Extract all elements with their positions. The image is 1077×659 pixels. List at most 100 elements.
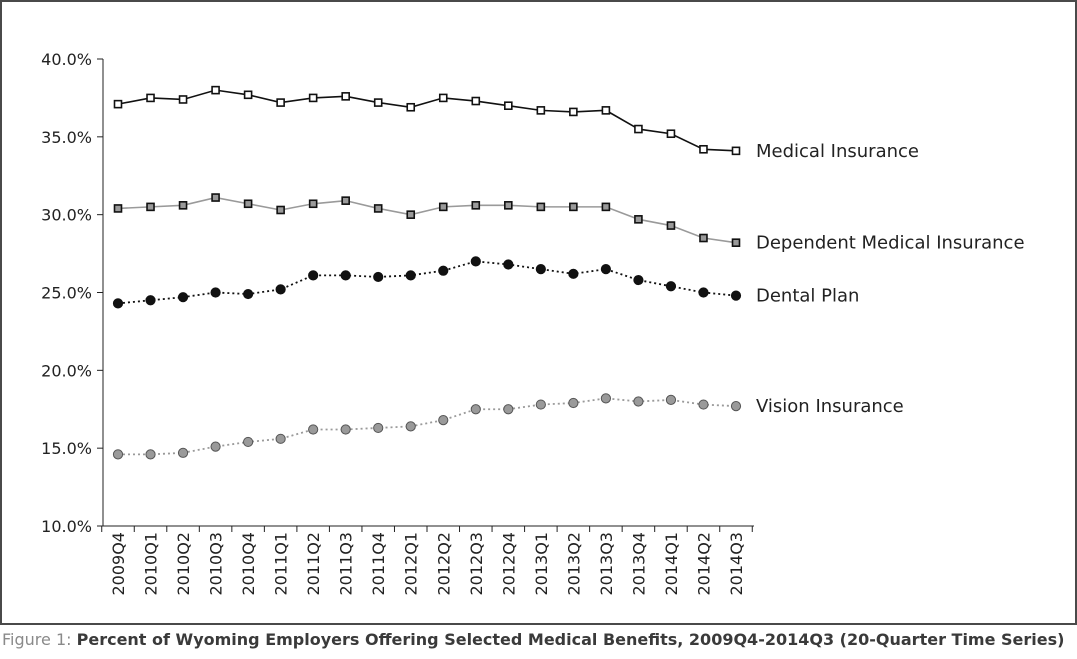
figure-title: Percent of Wyoming Employers Offering Se… bbox=[76, 630, 1065, 649]
data-point bbox=[211, 85, 220, 95]
series-label: Vision Insurance bbox=[756, 396, 904, 417]
data-point bbox=[210, 287, 221, 298]
data-point bbox=[731, 146, 741, 156]
x-tick-label: 2012Q1 bbox=[402, 532, 421, 596]
data-point bbox=[146, 202, 155, 212]
data-point bbox=[275, 284, 286, 295]
x-tick-label: 2010Q3 bbox=[207, 532, 226, 596]
data-point bbox=[504, 201, 513, 210]
data-point bbox=[699, 144, 708, 154]
y-axis-ticks: 10.0% 15.0% 20.0% 25.0% 30.0% 35.0% 40.0% bbox=[41, 50, 103, 536]
series-line bbox=[117, 260, 737, 305]
data-point bbox=[146, 93, 155, 103]
data-point bbox=[698, 399, 709, 410]
data-point bbox=[308, 93, 318, 103]
x-tick-label: 2010Q1 bbox=[142, 532, 161, 596]
data-point bbox=[536, 106, 546, 115]
data-point bbox=[341, 92, 350, 101]
data-point bbox=[699, 233, 708, 243]
data-point bbox=[145, 449, 156, 460]
line-chart: 10.0% 15.0% 20.0% 25.0% 30.0% 35.0% 40.0% 2009… bbox=[41, 50, 1025, 596]
x-tick-label: 2011Q4 bbox=[369, 532, 388, 596]
series-label: Dental Plan bbox=[756, 286, 859, 307]
data-point bbox=[634, 124, 643, 134]
series-1 bbox=[113, 193, 741, 247]
y-tick-label: 20.0% bbox=[41, 361, 92, 380]
data-point bbox=[568, 397, 579, 409]
x-tick-label: 2012Q2 bbox=[434, 532, 453, 596]
x-tick-label: 2011Q1 bbox=[272, 532, 291, 596]
data-point bbox=[665, 394, 677, 406]
x-tick-label: 2013Q1 bbox=[532, 532, 551, 596]
x-tick-label: 2013Q4 bbox=[629, 532, 648, 596]
data-point bbox=[373, 271, 384, 283]
data-point bbox=[308, 270, 319, 281]
y-tick-label: 30.0% bbox=[41, 206, 92, 225]
data-point bbox=[373, 204, 383, 213]
data-point bbox=[633, 396, 644, 407]
data-point bbox=[536, 202, 546, 212]
data-point bbox=[308, 424, 319, 435]
data-point bbox=[666, 221, 676, 230]
x-tick-label: 2013Q3 bbox=[597, 532, 616, 596]
data-point bbox=[210, 441, 221, 452]
data-point bbox=[373, 98, 383, 107]
chart-frame: 10.0% 15.0% 20.0% 25.0% 30.0% 35.0% 40.0% 2009… bbox=[0, 0, 1077, 625]
data-point bbox=[308, 199, 318, 209]
x-tick-label: 2012Q3 bbox=[467, 532, 486, 596]
data-point bbox=[243, 90, 253, 100]
data-point bbox=[211, 193, 220, 202]
data-point bbox=[601, 202, 611, 212]
x-tick-label: 2014Q2 bbox=[694, 532, 713, 596]
data-point bbox=[112, 298, 124, 309]
x-axis-ticks: 2009Q4 2010Q1 2010Q2 2010Q3 2010Q4 2011Q1 2011… bbox=[101, 526, 753, 596]
data-point bbox=[666, 129, 676, 139]
y-tick-label: 40.0% bbox=[41, 50, 92, 69]
data-point bbox=[178, 201, 188, 210]
data-point bbox=[470, 404, 481, 415]
figure-caption: Figure 1: Percent of Wyoming Employers O… bbox=[2, 626, 1075, 654]
series-line bbox=[117, 89, 737, 152]
y-tick-label: 25.0% bbox=[41, 284, 92, 303]
x-tick-label: 2009Q4 bbox=[109, 532, 128, 596]
data-point bbox=[177, 292, 189, 303]
data-point bbox=[243, 436, 254, 448]
series-labels: Medical Insurance Dependent Medical Insur… bbox=[756, 141, 1025, 417]
data-point bbox=[243, 288, 254, 300]
data-point bbox=[503, 404, 514, 415]
data-point bbox=[503, 259, 514, 270]
data-point bbox=[471, 201, 481, 210]
data-point bbox=[569, 107, 578, 117]
data-point bbox=[113, 204, 123, 213]
x-tick-label: 2013Q2 bbox=[564, 532, 583, 596]
y-tick-label: 35.0% bbox=[41, 128, 92, 147]
data-point bbox=[470, 256, 481, 267]
x-tick-label: 2011Q2 bbox=[304, 532, 323, 596]
data-point bbox=[438, 415, 449, 426]
data-point bbox=[569, 202, 578, 212]
figure-number: Figure 1: bbox=[2, 630, 72, 649]
x-tick-label: 2012Q4 bbox=[499, 532, 518, 596]
data-point bbox=[340, 270, 351, 281]
data-point bbox=[406, 210, 416, 219]
x-tick-label: 2011Q3 bbox=[337, 532, 356, 596]
x-tick-label: 2014Q3 bbox=[727, 532, 746, 596]
data-point bbox=[112, 449, 124, 460]
data-point bbox=[438, 202, 448, 212]
x-tick-label: 2010Q2 bbox=[174, 532, 193, 596]
data-point bbox=[243, 199, 253, 209]
data-point bbox=[405, 270, 416, 281]
data-point bbox=[145, 295, 156, 306]
data-point bbox=[113, 99, 123, 109]
series-line bbox=[118, 397, 737, 456]
data-point bbox=[731, 238, 741, 247]
data-point bbox=[730, 401, 742, 412]
data-point bbox=[698, 287, 709, 298]
data-point bbox=[340, 424, 351, 435]
data-point bbox=[177, 447, 189, 458]
data-point bbox=[634, 215, 643, 224]
data-point bbox=[730, 290, 742, 301]
data-point bbox=[600, 264, 611, 275]
data-point bbox=[405, 421, 416, 432]
series-0 bbox=[113, 85, 741, 156]
